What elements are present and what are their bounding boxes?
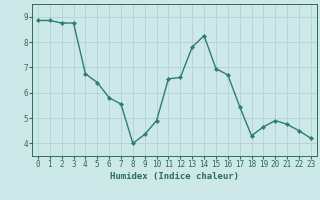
- X-axis label: Humidex (Indice chaleur): Humidex (Indice chaleur): [110, 172, 239, 181]
